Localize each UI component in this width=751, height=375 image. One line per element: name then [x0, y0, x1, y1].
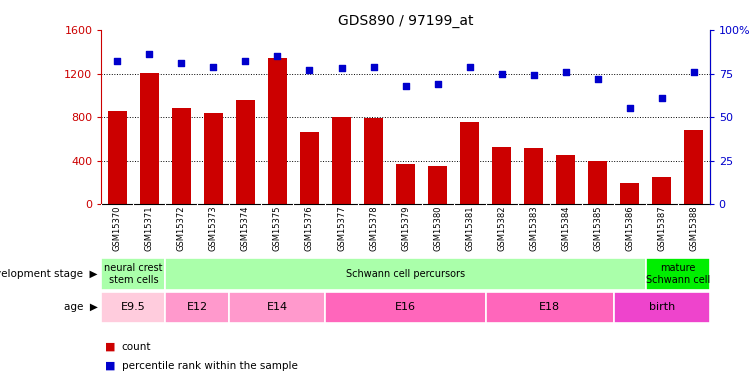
Bar — [300, 132, 319, 204]
Point — [623, 105, 635, 111]
Text: E9.5: E9.5 — [121, 303, 146, 312]
FancyBboxPatch shape — [646, 258, 710, 290]
Text: age  ▶: age ▶ — [64, 303, 98, 312]
FancyBboxPatch shape — [325, 292, 486, 323]
Point — [592, 76, 604, 82]
Text: count: count — [122, 342, 151, 352]
Bar — [332, 117, 351, 204]
Point — [688, 69, 700, 75]
Bar — [428, 166, 447, 204]
FancyBboxPatch shape — [101, 292, 165, 323]
Bar — [556, 155, 575, 204]
FancyBboxPatch shape — [614, 292, 710, 323]
Text: mature
Schwann cell: mature Schwann cell — [646, 263, 710, 285]
Bar — [396, 164, 415, 204]
Text: development stage  ▶: development stage ▶ — [0, 269, 98, 279]
FancyBboxPatch shape — [101, 258, 165, 290]
FancyBboxPatch shape — [165, 258, 646, 290]
Point — [111, 58, 123, 64]
Text: E14: E14 — [267, 303, 288, 312]
Text: birth: birth — [649, 303, 675, 312]
Point — [143, 51, 155, 57]
Text: E18: E18 — [539, 303, 560, 312]
FancyBboxPatch shape — [165, 292, 230, 323]
Point — [367, 64, 379, 70]
FancyBboxPatch shape — [486, 292, 614, 323]
Point — [559, 69, 572, 75]
Bar — [204, 113, 223, 204]
Point — [176, 60, 188, 66]
Bar — [236, 100, 255, 204]
Bar — [364, 118, 383, 204]
Point — [336, 65, 348, 71]
Point — [528, 72, 540, 78]
Text: E16: E16 — [395, 303, 416, 312]
Bar — [588, 161, 608, 204]
Bar — [620, 183, 639, 204]
Bar — [524, 148, 543, 204]
Bar — [140, 72, 159, 204]
Point — [496, 70, 508, 76]
Bar — [172, 108, 191, 204]
Point — [463, 64, 475, 70]
Text: Schwann cell percursors: Schwann cell percursors — [346, 269, 465, 279]
Point — [240, 58, 252, 64]
Text: ■: ■ — [105, 342, 116, 352]
Text: E12: E12 — [187, 303, 208, 312]
Point — [271, 53, 283, 59]
Point — [432, 81, 444, 87]
Title: GDS890 / 97199_at: GDS890 / 97199_at — [338, 13, 473, 28]
Bar — [268, 58, 287, 204]
Bar — [684, 130, 703, 204]
Text: ■: ■ — [105, 361, 116, 370]
Bar — [460, 122, 479, 204]
Point — [400, 83, 412, 89]
FancyBboxPatch shape — [230, 292, 325, 323]
Text: neural crest
stem cells: neural crest stem cells — [104, 263, 163, 285]
Point — [207, 64, 219, 70]
Point — [303, 67, 315, 73]
Bar — [492, 147, 511, 204]
Text: percentile rank within the sample: percentile rank within the sample — [122, 361, 297, 370]
Bar — [108, 111, 127, 204]
Bar — [652, 177, 671, 204]
Point — [656, 95, 668, 101]
